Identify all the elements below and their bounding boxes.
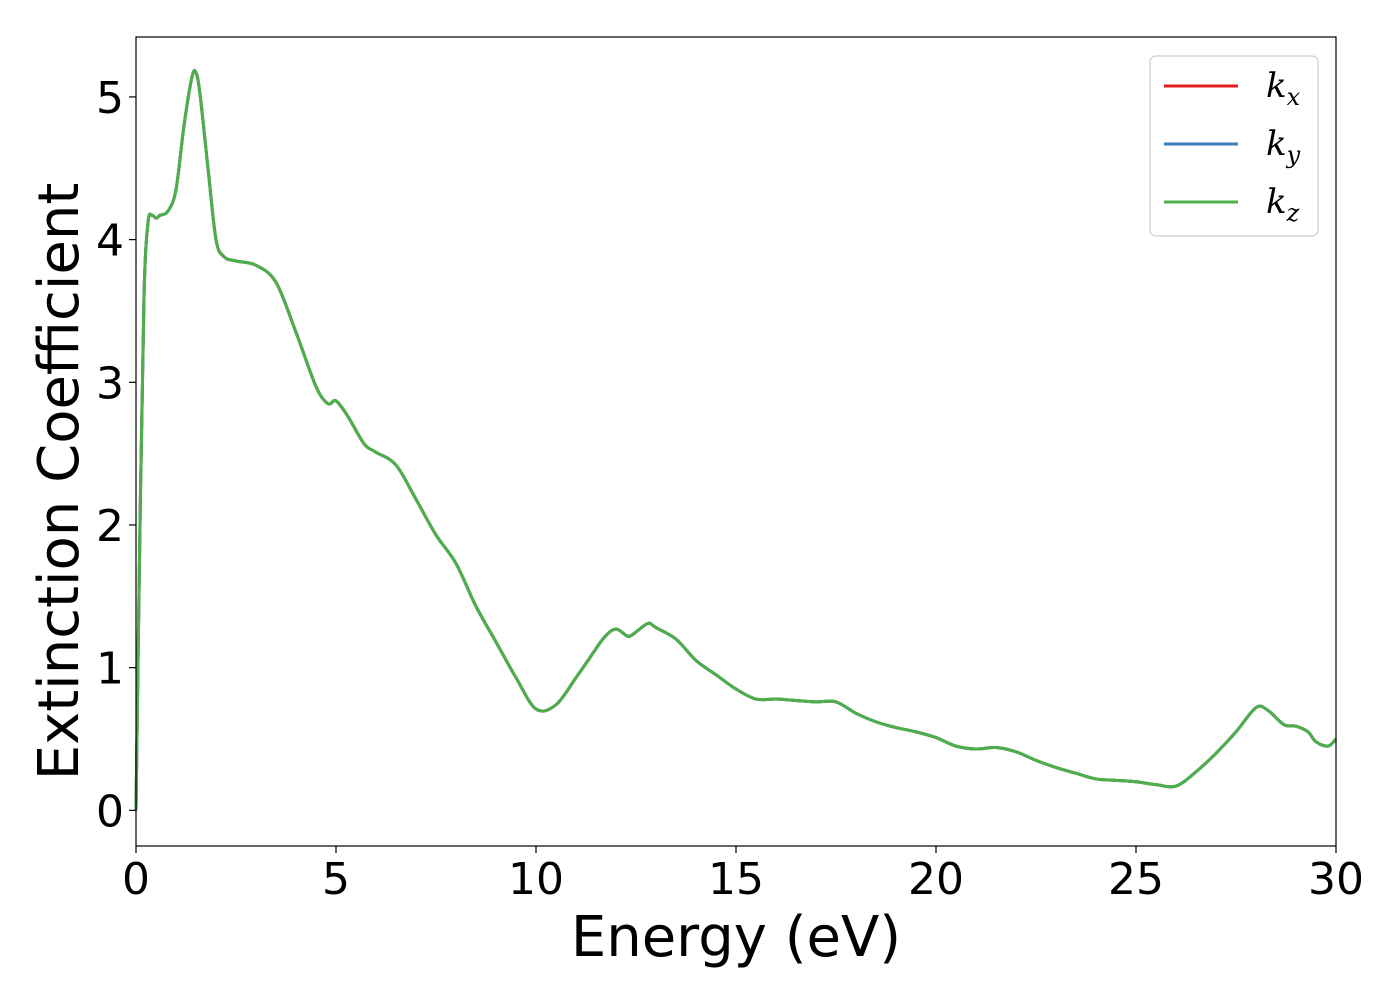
- x-tick-label: 10: [508, 854, 564, 905]
- legend-label-k-x: kx: [1266, 66, 1301, 111]
- y-tick-label: 2: [96, 501, 124, 552]
- x-tick-label: 25: [1108, 854, 1164, 905]
- x-tick-label: 30: [1308, 854, 1364, 905]
- y-tick-label: 3: [96, 358, 124, 409]
- x-tick-label: 15: [708, 854, 764, 905]
- plot-lines: [134, 68, 1338, 811]
- x-tick-label: 20: [908, 854, 964, 905]
- y-tick-label: 0: [96, 786, 124, 837]
- y-axis-label: Extinction Coefficient: [27, 183, 92, 781]
- x-axis-label: Energy (eV): [571, 905, 901, 970]
- x-tick-label: 5: [322, 854, 350, 905]
- y-tick-label: 1: [96, 644, 124, 695]
- legend-label-k-z: kz: [1266, 182, 1300, 227]
- y-tick-label: 5: [96, 73, 124, 124]
- y-axis-ticks: 0 1 2 3 4 5: [96, 73, 136, 837]
- legend-label-k-y: ky: [1266, 124, 1301, 169]
- legend: kx ky kz: [1149, 55, 1319, 237]
- legend-box: [1149, 55, 1319, 237]
- series-line-k-z: [134, 68, 1338, 811]
- x-tick-label: 0: [122, 854, 150, 905]
- x-axis-ticks: 0 5 10 15 20 25 30: [122, 846, 1364, 905]
- y-tick-label: 4: [96, 216, 124, 267]
